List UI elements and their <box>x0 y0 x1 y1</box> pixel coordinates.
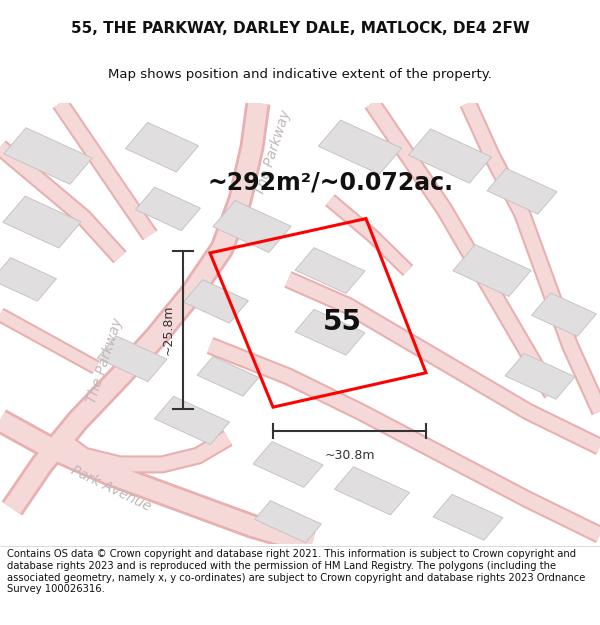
Polygon shape <box>433 494 503 540</box>
Polygon shape <box>4 127 92 184</box>
Polygon shape <box>154 396 230 444</box>
Text: 55: 55 <box>323 308 362 336</box>
Polygon shape <box>334 467 410 515</box>
Text: Park Avenue: Park Avenue <box>69 463 153 514</box>
Polygon shape <box>136 187 200 231</box>
Polygon shape <box>0 258 56 301</box>
Polygon shape <box>409 129 491 183</box>
Text: The Parkway: The Parkway <box>85 316 125 406</box>
Polygon shape <box>253 441 323 488</box>
Text: The Parkway: The Parkway <box>253 108 293 197</box>
Polygon shape <box>254 501 322 542</box>
Text: Map shows position and indicative extent of the property.: Map shows position and indicative extent… <box>108 68 492 81</box>
Polygon shape <box>453 244 531 296</box>
Polygon shape <box>295 309 365 355</box>
Polygon shape <box>3 196 81 248</box>
Text: ~30.8m: ~30.8m <box>324 449 375 462</box>
Polygon shape <box>184 280 248 323</box>
Polygon shape <box>125 122 199 172</box>
Text: 55, THE PARKWAY, DARLEY DALE, MATLOCK, DE4 2FW: 55, THE PARKWAY, DARLEY DALE, MATLOCK, D… <box>71 21 529 36</box>
Polygon shape <box>487 168 557 214</box>
Text: Contains OS data © Crown copyright and database right 2021. This information is : Contains OS data © Crown copyright and d… <box>7 549 586 594</box>
Polygon shape <box>213 201 291 252</box>
Text: ~292m²/~0.072ac.: ~292m²/~0.072ac. <box>207 171 453 194</box>
Text: ~25.8m: ~25.8m <box>161 305 175 355</box>
Polygon shape <box>295 248 365 294</box>
Polygon shape <box>319 120 401 174</box>
Polygon shape <box>97 336 167 382</box>
Polygon shape <box>197 356 259 396</box>
Polygon shape <box>532 293 596 336</box>
Polygon shape <box>505 353 575 399</box>
